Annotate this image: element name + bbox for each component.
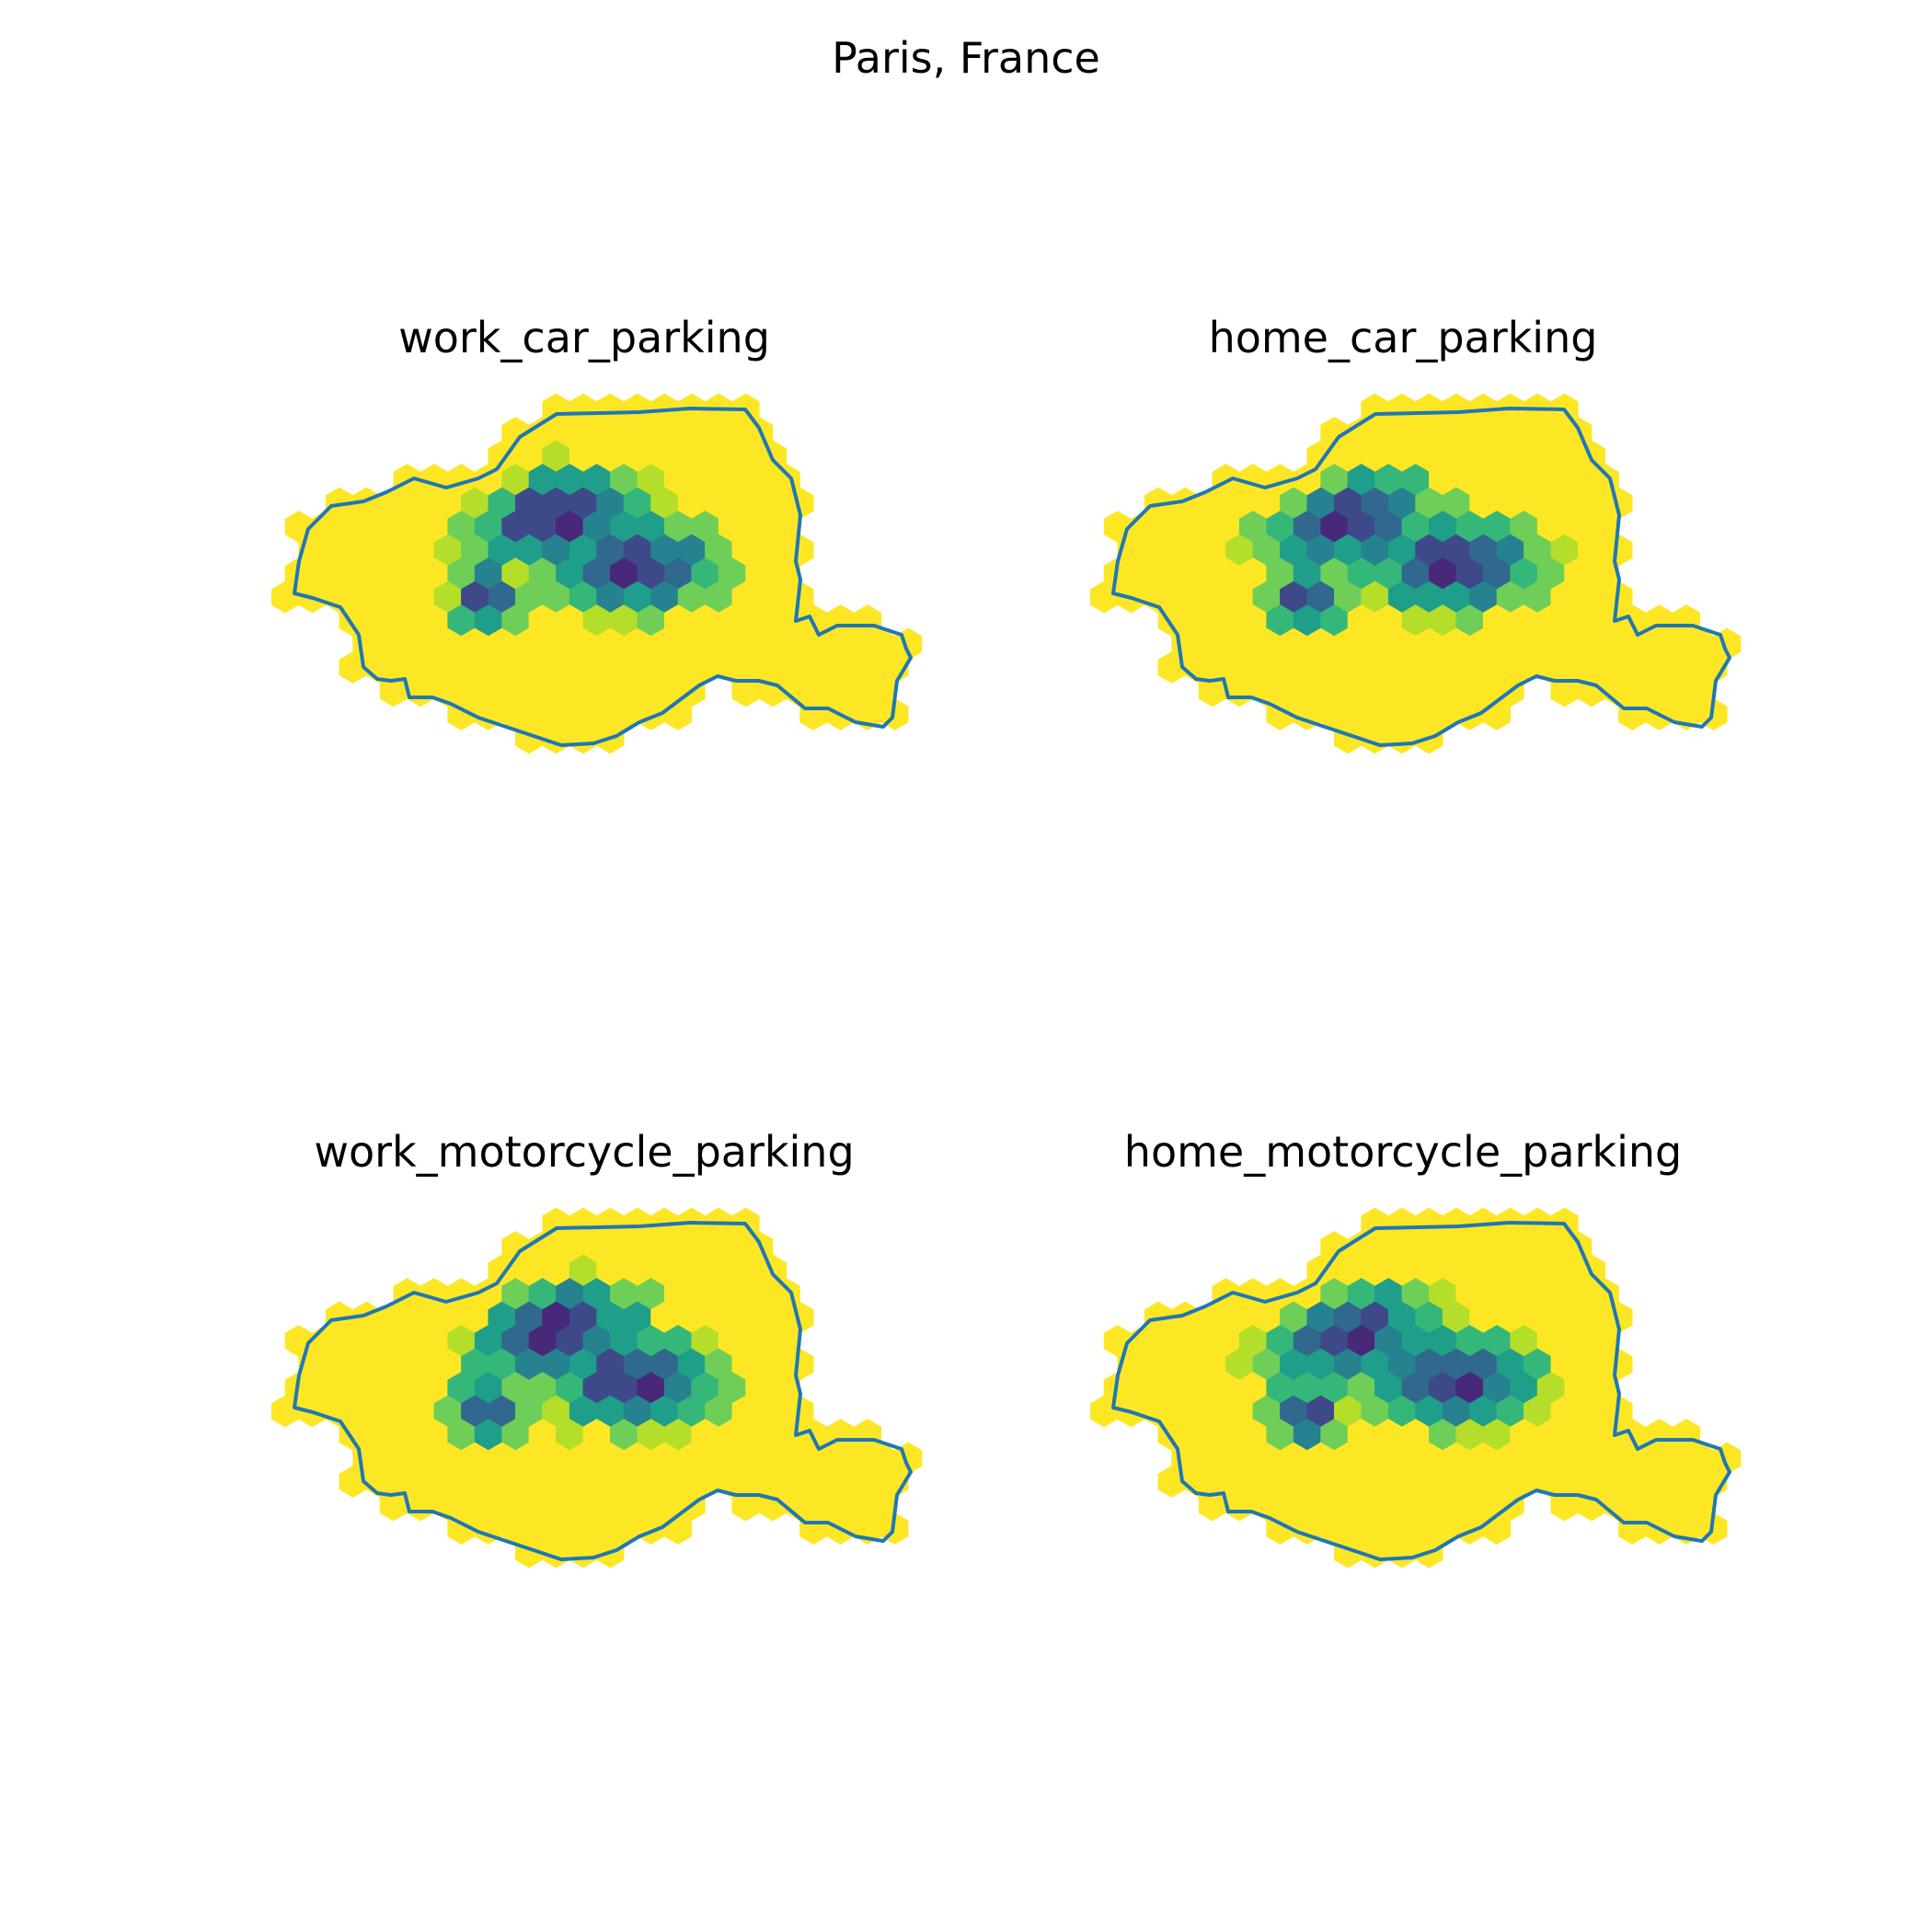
panel-title: home_car_parking: [1208, 313, 1598, 362]
hexbin-map: [1090, 1207, 1742, 1569]
panel-title: work_motorcycle_parking: [314, 1127, 855, 1177]
city-boundary: [1111, 1221, 1731, 1561]
panel-home-motorcycle-parking: home_motorcycle_parking: [989, 1127, 1817, 1771]
map-layer: [1090, 393, 1742, 754]
city-boundary: [293, 1221, 913, 1561]
city-boundary: [1111, 407, 1731, 747]
figure-suptitle: Paris, France: [832, 33, 1100, 83]
panel-title: work_car_parking: [398, 313, 770, 362]
map-layer: [271, 1207, 923, 1569]
city-boundary: [293, 407, 913, 747]
panel-title: home_motorcycle_parking: [1123, 1127, 1683, 1177]
hexbin-map: [1090, 393, 1742, 754]
panel-work-car-parking: work_car_parking: [170, 313, 998, 957]
map-layer: [271, 393, 923, 754]
hexbin-map: [271, 1207, 923, 1569]
panel-home-car-parking: home_car_parking: [989, 313, 1817, 957]
panel-work-motorcycle-parking: work_motorcycle_parking: [170, 1127, 998, 1771]
hexbin-map: [271, 393, 923, 754]
map-layer: [1090, 1207, 1742, 1569]
